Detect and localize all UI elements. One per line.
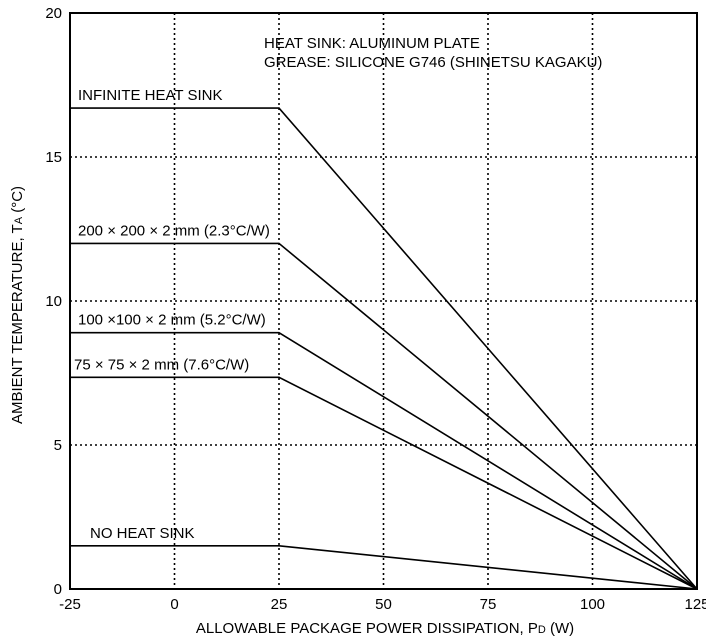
x-tick-label: 75 [480, 596, 497, 613]
note-line-1: HEAT SINK: ALUMINUM PLATE [264, 35, 480, 52]
series-label: INFINITE HEAT SINK [78, 87, 222, 104]
series-line [70, 107, 698, 590]
series-label: NO HEAT SINK [90, 525, 194, 542]
x-tick-label: 100 [580, 596, 605, 613]
note-line-2: GREASE: SILICONE G746 (SHINETSU KAGAKU) [264, 54, 602, 71]
y-tick-label: 5 [54, 437, 62, 454]
y-tick-label: 15 [45, 149, 62, 166]
series-label: 75 × 75 × 2 mm (7.6°C/W) [74, 356, 249, 373]
y-tick-label: 0 [54, 581, 62, 598]
x-tick-label: 0 [170, 596, 178, 613]
plot-frame [69, 12, 698, 590]
x-tick-label: 50 [375, 596, 392, 613]
x-axis-title-unit: (W) [546, 620, 574, 637]
series-line [70, 544, 698, 590]
y-axis-title-sub: A [13, 216, 25, 224]
y-tick-label: 20 [45, 5, 62, 22]
x-axis-title-sub: D [538, 624, 546, 636]
series-line [70, 376, 698, 590]
x-tick-label: -25 [59, 596, 81, 613]
y-tick-label: 10 [45, 293, 62, 310]
x-tick-label: 125 [684, 596, 706, 613]
series-line [70, 331, 698, 590]
series-labels: INFINITE HEAT SINK 200 × 200 × 2 mm (2.3°… [74, 87, 270, 542]
y-tick-labels: 0 5 10 15 20 [45, 5, 62, 598]
series-lines [70, 107, 698, 590]
series-label: 100 ×100 × 2 mm (5.2°C/W) [78, 312, 266, 329]
x-tick-labels: -25 0 25 50 75 100 125 [59, 596, 706, 613]
x-axis-title-main: ALLOWABLE PACKAGE POWER DISSIPATION, P [196, 620, 538, 637]
y-axis-title-unit: (°C) [9, 186, 26, 217]
series-line [70, 242, 698, 590]
x-tick-label: 25 [271, 596, 288, 613]
y-axis-title-main: AMBIENT TEMPERATURE, T [9, 224, 26, 424]
y-axis-title: AMBIENT TEMPERATURE, TA (°C) [9, 186, 26, 424]
series-label: 200 × 200 × 2 mm (2.3°C/W) [78, 222, 270, 239]
x-axis-title: ALLOWABLE PACKAGE POWER DISSIPATION, PD … [196, 620, 574, 637]
